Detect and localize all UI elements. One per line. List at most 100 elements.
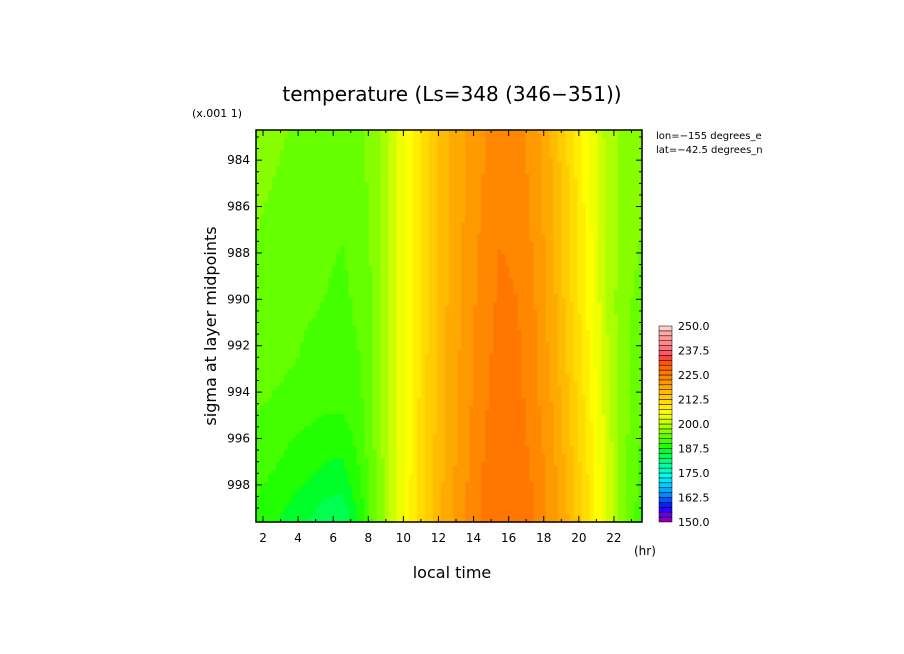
heatmap-cell xyxy=(332,170,338,175)
heatmap-cell xyxy=(489,182,494,187)
heatmap-cell xyxy=(593,286,599,291)
heatmap-cell xyxy=(541,274,547,279)
heatmap-cell xyxy=(400,274,406,279)
heatmap-cell xyxy=(344,174,350,179)
heatmap-cell xyxy=(625,186,631,191)
heatmap-cell xyxy=(501,230,506,235)
heatmap-cell xyxy=(408,254,414,259)
heatmap-cell xyxy=(412,174,418,179)
heatmap-cell xyxy=(308,202,313,207)
heatmap-cell xyxy=(453,186,458,191)
heatmap-cell xyxy=(633,250,639,255)
heatmap-cell xyxy=(296,198,301,203)
heatmap-cell xyxy=(432,158,438,163)
heatmap-cell xyxy=(336,282,342,287)
heatmap-cell xyxy=(481,282,486,287)
heatmap-cell xyxy=(553,322,559,327)
heatmap-cell xyxy=(276,262,281,267)
heatmap-cell xyxy=(312,138,317,143)
heatmap-cell xyxy=(601,274,607,279)
heatmap-cell xyxy=(545,258,551,263)
heatmap-cell xyxy=(449,326,454,331)
heatmap-cell xyxy=(296,298,301,303)
heatmap-cell xyxy=(372,318,378,323)
heatmap-cell xyxy=(537,334,543,339)
heatmap-cell xyxy=(577,262,583,267)
heatmap-cell xyxy=(593,330,599,335)
heatmap-cell xyxy=(465,134,470,139)
heatmap-cell xyxy=(308,210,313,215)
heatmap-cell xyxy=(597,166,603,171)
heatmap-cell xyxy=(481,182,486,187)
heatmap-cell xyxy=(396,206,402,211)
heatmap-cell xyxy=(304,246,309,251)
heatmap-cell xyxy=(320,206,325,211)
heatmap-cell xyxy=(300,274,305,279)
heatmap-cell xyxy=(481,258,486,263)
heatmap-cell xyxy=(465,206,470,211)
heatmap-cell xyxy=(533,242,539,247)
heatmap-cell xyxy=(601,234,607,239)
heatmap-cell xyxy=(525,334,531,339)
heatmap-cell xyxy=(605,302,611,307)
heatmap-cell xyxy=(585,230,591,235)
heatmap-cell xyxy=(392,210,398,215)
heatmap-cell xyxy=(404,130,410,135)
heatmap-cell xyxy=(501,134,506,139)
heatmap-cell xyxy=(408,326,414,331)
heatmap-cell xyxy=(573,150,579,155)
heatmap-cell xyxy=(509,134,514,139)
heatmap-cell xyxy=(577,230,583,235)
heatmap-cell xyxy=(428,214,434,219)
heatmap-cell xyxy=(320,198,325,203)
heatmap-cell xyxy=(605,318,611,323)
heatmap-cell xyxy=(469,258,474,263)
heatmap-cell xyxy=(420,234,426,239)
heatmap-cell xyxy=(432,138,438,143)
heatmap-cell xyxy=(420,310,426,315)
heatmap-cell xyxy=(545,330,551,335)
heatmap-cell xyxy=(292,222,297,227)
heatmap-cell xyxy=(565,238,571,243)
heatmap-cell xyxy=(545,238,551,243)
heatmap-cell xyxy=(364,250,370,255)
heatmap-cell xyxy=(497,294,502,299)
heatmap-cell xyxy=(613,158,619,163)
heatmap-cell xyxy=(553,194,559,199)
heatmap-cell xyxy=(304,258,309,263)
heatmap-cell xyxy=(521,326,526,331)
heatmap-cell xyxy=(344,214,350,219)
heatmap-cell xyxy=(276,174,281,179)
heatmap-cell xyxy=(605,210,611,215)
heatmap-cell xyxy=(553,258,559,263)
heatmap-cell xyxy=(276,134,281,139)
heatmap-cell xyxy=(380,194,386,199)
heatmap-cell xyxy=(517,326,522,331)
heatmap-cell xyxy=(621,218,627,223)
heatmap-cell xyxy=(473,206,478,211)
heatmap-cell xyxy=(629,302,635,307)
heatmap-cell xyxy=(436,138,442,143)
heatmap-cell xyxy=(360,278,366,283)
heatmap-cell xyxy=(384,258,390,263)
heatmap-cell xyxy=(420,282,426,287)
heatmap-cell xyxy=(396,210,402,215)
heatmap-cell xyxy=(481,278,486,283)
heatmap-cell xyxy=(400,174,406,179)
heatmap-cell xyxy=(625,150,631,155)
heatmap-cell xyxy=(348,186,354,191)
heatmap-cell xyxy=(485,294,490,299)
heatmap-cell xyxy=(308,246,313,251)
heatmap-cell xyxy=(633,314,639,319)
heatmap-cell xyxy=(368,222,374,227)
heatmap-cell xyxy=(272,178,277,183)
heatmap-cell xyxy=(601,214,607,219)
heatmap-cell xyxy=(260,170,265,175)
heatmap-cell xyxy=(605,186,611,191)
heatmap-cell xyxy=(605,258,611,263)
heatmap-cell xyxy=(609,186,615,191)
heatmap-cell xyxy=(493,298,498,303)
heatmap-cell xyxy=(473,282,478,287)
heatmap-cell xyxy=(368,166,374,171)
heatmap-cell xyxy=(256,290,261,295)
